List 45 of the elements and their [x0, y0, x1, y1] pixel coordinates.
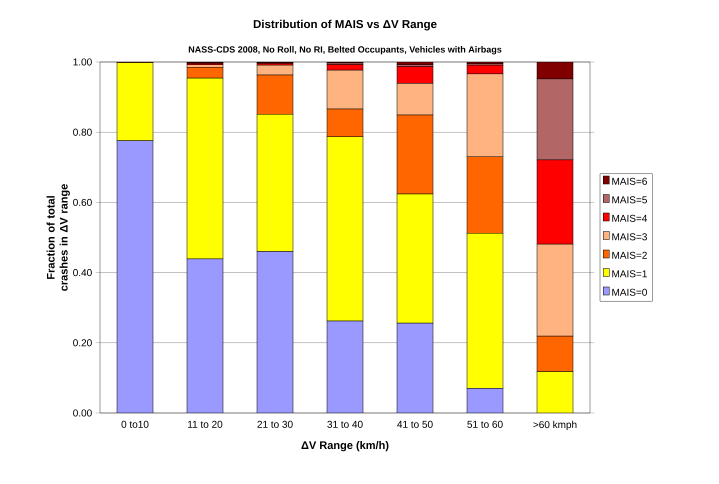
bar	[536, 62, 574, 80]
chart-subtitle: NASS-CDS 2008, No Roll, No RI, Belted Occupants, Vehicles with Airbags	[188, 46, 502, 54]
y-axis-title: Fraction of total crashes in ΔV range	[46, 184, 70, 291]
x-tick-label: 0 to10	[121, 420, 149, 428]
x-tick-label: 11 to 20	[188, 420, 222, 428]
bar	[466, 388, 504, 413]
legend-label: MAIS=6	[612, 178, 647, 185]
legend-label: MAIS=3	[612, 233, 647, 240]
bar	[256, 74, 294, 115]
bar	[186, 258, 224, 413]
bar	[396, 322, 434, 413]
legend-label: MAIS=4	[612, 214, 648, 222]
x-tick-label: >60 kmph	[533, 420, 576, 430]
legend-label: MAIS=2	[612, 252, 647, 259]
chart-title: Distribution of MAIS vs ΔV Range	[254, 20, 437, 30]
x-axis-title: ΔV Range (km/h)	[301, 440, 388, 452]
x-tick-label: 31 to 40	[327, 420, 363, 428]
bar	[186, 78, 224, 260]
y-tick-label: 0.40	[73, 269, 92, 276]
x-tick-label: 41 to 50	[397, 420, 433, 428]
bar	[186, 67, 224, 78]
bar	[256, 64, 294, 76]
bar	[116, 62, 154, 141]
bar	[466, 156, 504, 234]
y-tick-label: 0.80	[73, 128, 92, 136]
bar	[256, 251, 294, 413]
bar	[396, 114, 434, 194]
y-tick-label: 0.60	[73, 198, 92, 206]
bar	[326, 320, 364, 413]
x-tick-label: 51 to 60	[467, 420, 503, 428]
legend-label: MAIS=1	[612, 270, 647, 278]
y-tick-label: 0.00	[73, 409, 92, 417]
bar	[326, 108, 364, 138]
bar	[326, 136, 364, 322]
bar	[256, 114, 294, 252]
y-tick-label: 0.20	[73, 339, 92, 346]
legend-label: MAIS=0	[612, 288, 647, 296]
bar	[396, 194, 434, 324]
y-tick-label: 1.00	[74, 58, 92, 66]
legend-label: MAIS=5	[612, 196, 647, 204]
bar	[536, 371, 574, 413]
bar	[536, 336, 574, 372]
x-tick-label: 21 to 30	[257, 420, 293, 428]
bar	[116, 140, 154, 413]
bar	[466, 233, 504, 389]
